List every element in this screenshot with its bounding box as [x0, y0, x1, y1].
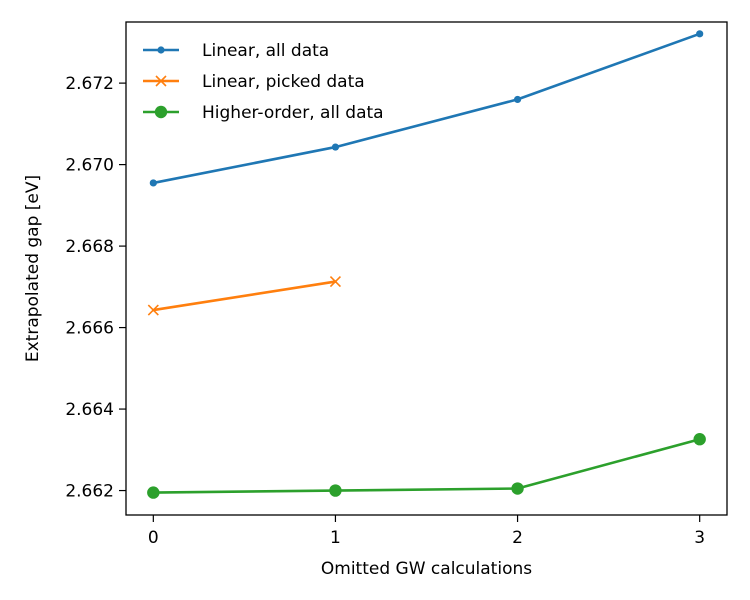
data-point — [693, 433, 706, 446]
x-marker-stroke — [147, 304, 159, 316]
x-tick-label: 3 — [694, 528, 705, 548]
x-marker-stroke — [155, 75, 167, 87]
plot-frame — [125, 21, 728, 516]
series-3 — [147, 433, 706, 499]
plot-area — [147, 30, 706, 499]
legend-marker — [155, 75, 167, 87]
x-marker-stroke — [329, 275, 342, 288]
data-point — [149, 179, 157, 187]
x-tick-label: 1 — [330, 528, 341, 548]
y-tick-label: 2.670 — [65, 156, 114, 176]
legend-entry: Linear, all data — [143, 41, 329, 61]
legend-marker — [157, 46, 165, 54]
legend-entry: Higher-order, all data — [143, 103, 384, 123]
data-point — [147, 304, 159, 316]
legend-label: Linear, picked data — [202, 72, 365, 92]
data-point — [331, 143, 340, 151]
data-point — [511, 482, 524, 495]
y-tick-label: 2.672 — [65, 74, 114, 94]
x-axis-title: Omitted GW calculations — [321, 559, 532, 579]
data-point — [329, 484, 342, 497]
legend-marker — [154, 105, 168, 119]
series-2 — [147, 275, 342, 316]
y-tick-label: 2.662 — [65, 482, 114, 502]
legend-label: Higher-order, all data — [202, 103, 384, 123]
legend: Linear, all data Linear, picked data Highe… — [143, 41, 384, 123]
y-tick-label: 2.664 — [65, 400, 114, 420]
series-line — [152, 437, 701, 494]
series-line — [152, 280, 337, 312]
series-1 — [149, 30, 704, 187]
legend-label: Linear, all data — [202, 41, 329, 61]
series-line — [152, 32, 701, 185]
data-point — [513, 95, 522, 104]
legend-entry: Linear, picked data — [143, 72, 365, 92]
y-tick-label: 2.668 — [65, 237, 114, 257]
y-axis-title: Extrapolated gap [eV] — [23, 175, 43, 362]
data-point — [696, 30, 704, 38]
x-tick-label: 2 — [512, 528, 523, 548]
data-point — [329, 275, 342, 288]
y-tick-label: 2.666 — [65, 319, 114, 339]
data-point — [147, 486, 160, 499]
axes: 0 1 2 3 2.662 2.664 2.666 2.668 2.670 2.672 — [65, 21, 728, 548]
x-tick-label: 0 — [148, 528, 159, 548]
